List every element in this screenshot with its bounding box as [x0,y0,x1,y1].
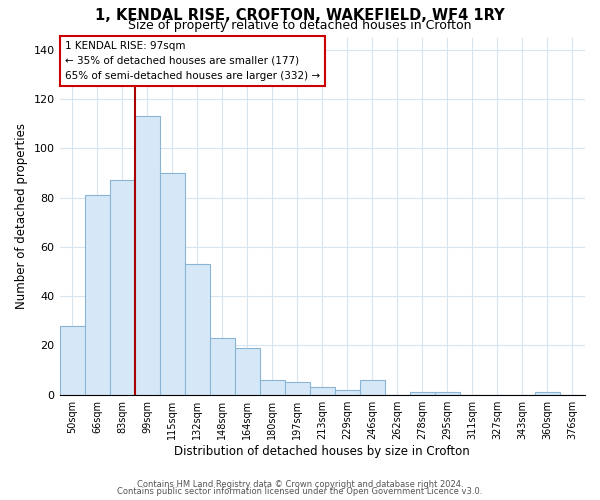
Bar [535,392,560,394]
Bar [285,382,310,394]
Bar [110,180,134,394]
Bar [235,348,260,395]
Bar [435,392,460,394]
Bar [59,326,85,394]
Text: Size of property relative to detached houses in Crofton: Size of property relative to detached ho… [128,18,472,32]
Bar [185,264,209,394]
Bar [85,195,110,394]
Bar [134,116,160,394]
Bar [310,388,335,394]
Bar [410,392,435,394]
Bar [335,390,360,394]
Text: 1, KENDAL RISE, CROFTON, WAKEFIELD, WF4 1RY: 1, KENDAL RISE, CROFTON, WAKEFIELD, WF4 … [95,8,505,22]
Bar [260,380,285,394]
Y-axis label: Number of detached properties: Number of detached properties [15,123,28,309]
Text: Contains public sector information licensed under the Open Government Licence v3: Contains public sector information licen… [118,487,482,496]
Text: 1 KENDAL RISE: 97sqm
← 35% of detached houses are smaller (177)
65% of semi-deta: 1 KENDAL RISE: 97sqm ← 35% of detached h… [65,41,320,80]
Text: Contains HM Land Registry data © Crown copyright and database right 2024.: Contains HM Land Registry data © Crown c… [137,480,463,489]
X-axis label: Distribution of detached houses by size in Crofton: Distribution of detached houses by size … [175,444,470,458]
Bar [360,380,385,394]
Bar [160,173,185,394]
Bar [209,338,235,394]
